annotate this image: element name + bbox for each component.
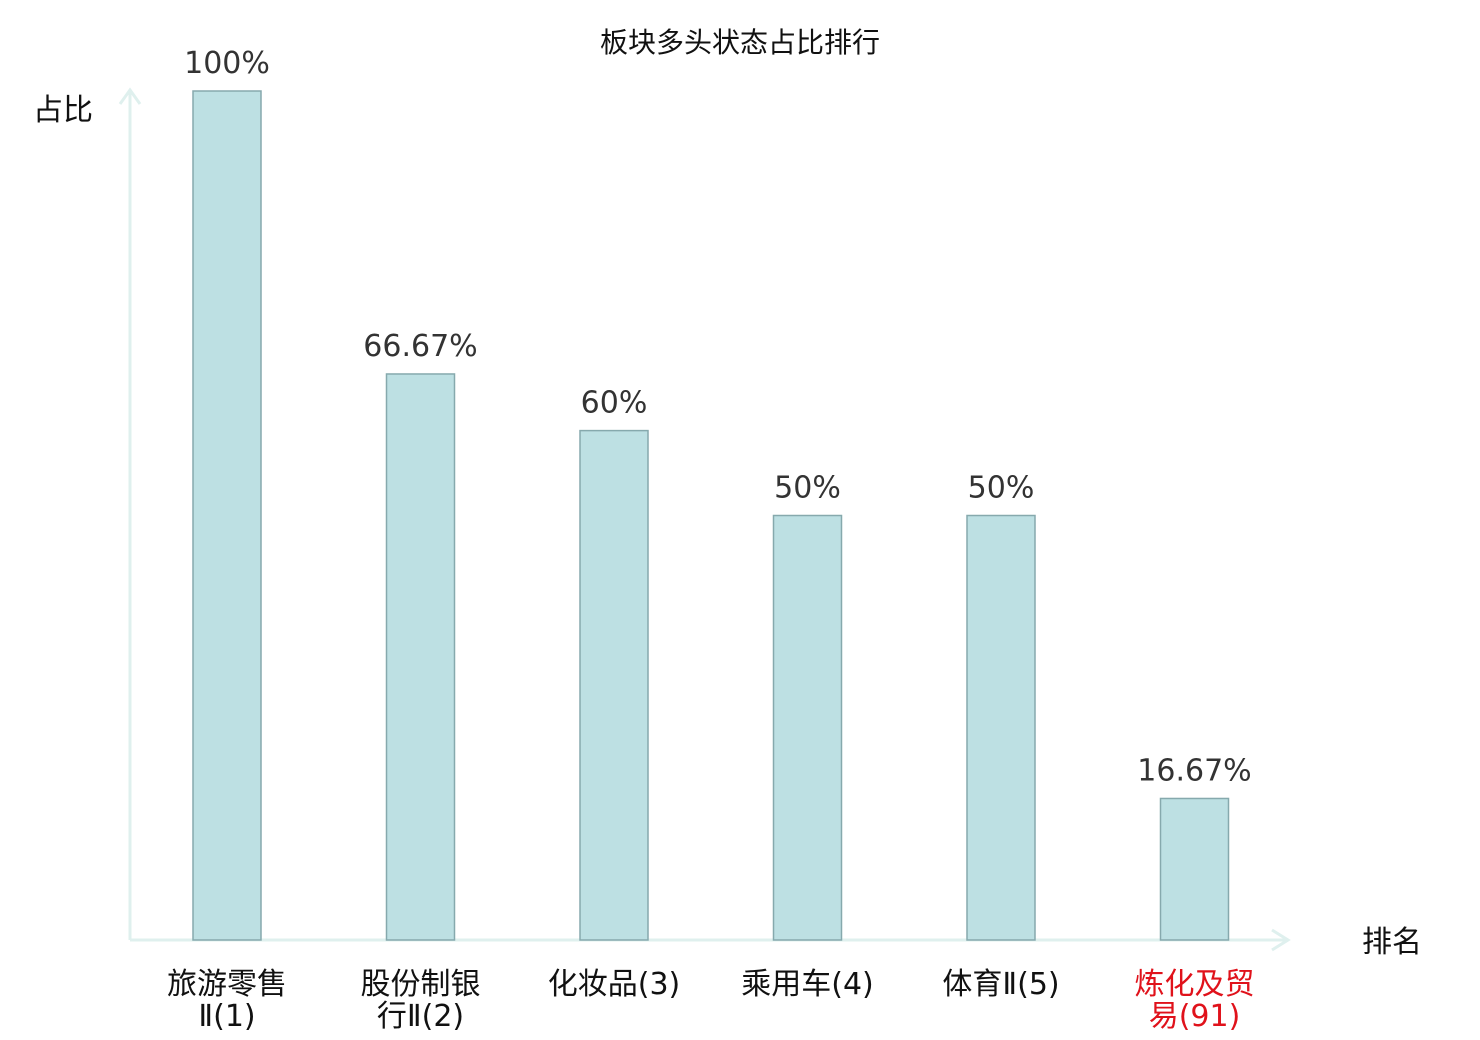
y-axis-arrow xyxy=(118,87,142,105)
value-label: 16.67% xyxy=(1137,753,1251,788)
value-label: 50% xyxy=(968,471,1035,506)
y-axis-label: 占比 xyxy=(33,93,93,128)
bars-group xyxy=(192,90,1230,941)
category-label: 旅游零售 xyxy=(167,967,287,1002)
value-label: 100% xyxy=(184,46,270,81)
bar xyxy=(192,90,262,941)
bar xyxy=(579,429,649,941)
category-label: 体育Ⅱ(5) xyxy=(942,967,1059,1002)
bar xyxy=(772,514,843,941)
category-label: 股份制银 xyxy=(361,967,481,1002)
bar xyxy=(385,373,456,941)
x-axis-arrow xyxy=(1271,928,1291,952)
axes xyxy=(118,87,1291,952)
category-label: 易(91) xyxy=(1149,999,1241,1034)
bar xyxy=(1159,797,1230,941)
category-label: 乘用车(4) xyxy=(741,967,874,1002)
value-label: 60% xyxy=(581,386,648,421)
category-label: Ⅱ(1) xyxy=(198,999,255,1034)
value-label: 66.67% xyxy=(363,329,477,364)
value-label: 50% xyxy=(774,471,841,506)
category-label: 炼化及贸 xyxy=(1135,967,1255,1002)
category-label: 化妆品(3) xyxy=(548,967,681,1002)
x-axis-label: 排名 xyxy=(1362,925,1422,960)
chart-title: 板块多头状态占比排行 xyxy=(600,26,880,59)
bar xyxy=(966,514,1036,941)
value-labels-group: 100% 66.67% 60% 50% 50% 16.67% xyxy=(184,46,1252,788)
category-label: 行Ⅱ(2) xyxy=(377,999,464,1034)
